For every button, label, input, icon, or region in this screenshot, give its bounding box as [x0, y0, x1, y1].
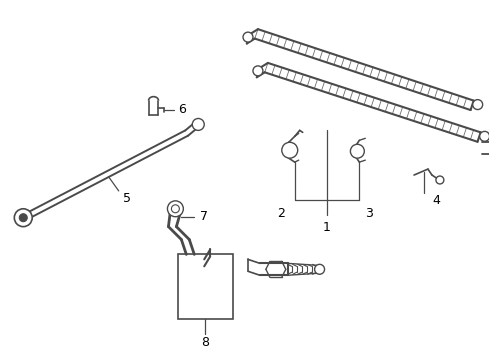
Circle shape — [192, 118, 204, 130]
Text: 2: 2 — [277, 207, 285, 220]
Circle shape — [168, 201, 183, 217]
Text: 4: 4 — [432, 194, 440, 207]
Circle shape — [172, 205, 179, 213]
Circle shape — [473, 100, 483, 109]
Circle shape — [243, 32, 253, 42]
Circle shape — [480, 131, 490, 141]
Circle shape — [14, 209, 32, 227]
Circle shape — [350, 144, 365, 158]
Text: 6: 6 — [178, 103, 186, 116]
Text: 3: 3 — [366, 207, 373, 220]
Bar — [178, 255, 233, 319]
Text: 7: 7 — [200, 210, 208, 223]
Text: 5: 5 — [122, 192, 131, 205]
Circle shape — [436, 176, 444, 184]
Circle shape — [19, 214, 27, 222]
Circle shape — [253, 66, 263, 76]
Text: 8: 8 — [201, 336, 209, 349]
Text: 1: 1 — [323, 221, 331, 234]
Circle shape — [315, 264, 324, 274]
Circle shape — [282, 142, 298, 158]
